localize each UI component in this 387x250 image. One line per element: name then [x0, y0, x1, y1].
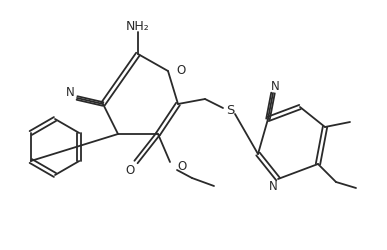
Text: S: S — [226, 103, 234, 116]
Text: O: O — [177, 159, 186, 172]
Text: N: N — [271, 80, 279, 93]
Text: O: O — [125, 163, 135, 176]
Text: N: N — [66, 85, 74, 98]
Text: O: O — [176, 63, 185, 76]
Text: N: N — [269, 180, 277, 193]
Text: NH₂: NH₂ — [126, 20, 150, 32]
